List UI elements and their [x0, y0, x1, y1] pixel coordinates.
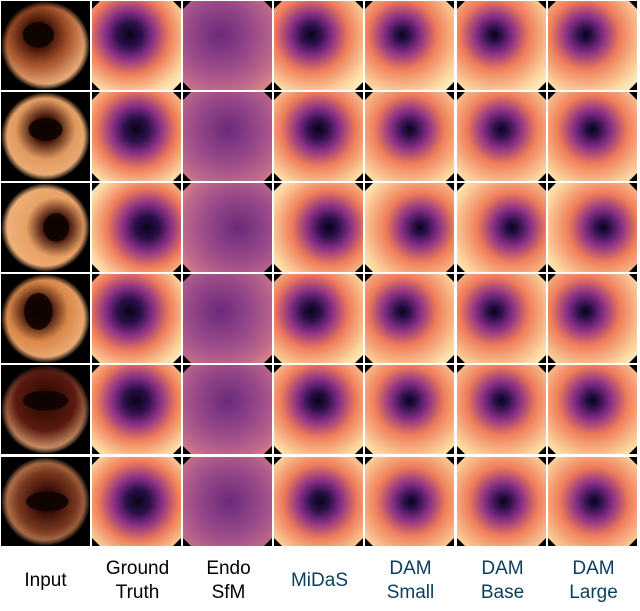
label-endo-sfm-line2: SfM: [211, 582, 246, 603]
tile-dam_small-row4: [365, 274, 454, 363]
label-ground-truth-line2: Truth: [115, 582, 160, 603]
column-labels: Input Ground Truth Endo SfM MiDaS DAM Sm…: [0, 551, 640, 611]
label-endo-sfm-line1: Endo: [206, 557, 251, 579]
tile-gt-row2: [92, 92, 181, 181]
label-dam-small: DAM Small: [365, 551, 456, 611]
label-midas: MiDaS: [274, 551, 365, 611]
comparison-grid: [1, 1, 639, 548]
tile-endosfm-row3: [183, 183, 272, 272]
tile-midas-row2: [274, 92, 363, 181]
tile-gt-row6: [92, 457, 181, 546]
tile-input-row6: [1, 457, 90, 546]
tile-gt-row5: [92, 365, 181, 454]
label-input-line1: Input: [24, 569, 67, 591]
tile-dam_large-row6: [548, 457, 637, 546]
tile-gt-row4: [92, 274, 181, 363]
tile-input-row4: [1, 274, 90, 363]
tile-input-row3: [1, 183, 90, 272]
tile-input-row5: [1, 365, 90, 454]
label-dam-large-line2: Large: [569, 582, 618, 603]
tile-input-row1: [1, 1, 90, 90]
tile-midas-row5: [274, 365, 363, 454]
tile-dam_base-row4: [457, 274, 546, 363]
label-ground-truth: Ground Truth: [92, 551, 183, 611]
tile-dam_small-row5: [365, 365, 454, 454]
label-input: Input: [0, 551, 91, 611]
tile-endosfm-row5: [183, 365, 272, 454]
tile-dam_large-row2: [548, 92, 637, 181]
tile-dam_large-row4: [548, 274, 637, 363]
label-endo-sfm: Endo SfM: [183, 551, 274, 611]
label-ground-truth-line1: Ground: [105, 557, 170, 579]
tile-dam_large-row5: [548, 365, 637, 454]
tile-dam_small-row3: [365, 183, 454, 272]
label-dam-base-line2: Base: [480, 582, 525, 603]
label-dam-base: DAM Base: [457, 551, 548, 611]
tile-gt-row3: [92, 183, 181, 272]
tile-midas-row1: [274, 1, 363, 90]
tile-dam_base-row5: [457, 365, 546, 454]
tile-dam_base-row6: [457, 457, 546, 546]
tile-dam_large-row1: [548, 1, 637, 90]
tile-midas-row4: [274, 274, 363, 363]
tile-midas-row3: [274, 183, 363, 272]
tile-gt-row1: [92, 1, 181, 90]
tile-dam_base-row1: [457, 1, 546, 90]
tile-endosfm-row6: [183, 457, 272, 546]
label-dam-small-line1: DAM: [389, 557, 432, 579]
tile-endosfm-row1: [183, 1, 272, 90]
tile-dam_small-row1: [365, 1, 454, 90]
tile-dam_base-row3: [457, 183, 546, 272]
label-dam-small-line2: Small: [386, 582, 435, 603]
tile-endosfm-row2: [183, 92, 272, 181]
tile-dam_small-row6: [365, 457, 454, 546]
label-midas-line1: MiDaS: [290, 569, 348, 591]
tile-midas-row6: [274, 457, 363, 546]
label-dam-base-line1: DAM: [481, 557, 524, 579]
label-dam-large-line1: DAM: [572, 557, 615, 579]
label-dam-large: DAM Large: [548, 551, 639, 611]
tile-dam_base-row2: [457, 92, 546, 181]
tile-endosfm-row4: [183, 274, 272, 363]
tile-input-row2: [1, 92, 90, 181]
tile-dam_small-row2: [365, 92, 454, 181]
tile-dam_large-row3: [548, 183, 637, 272]
